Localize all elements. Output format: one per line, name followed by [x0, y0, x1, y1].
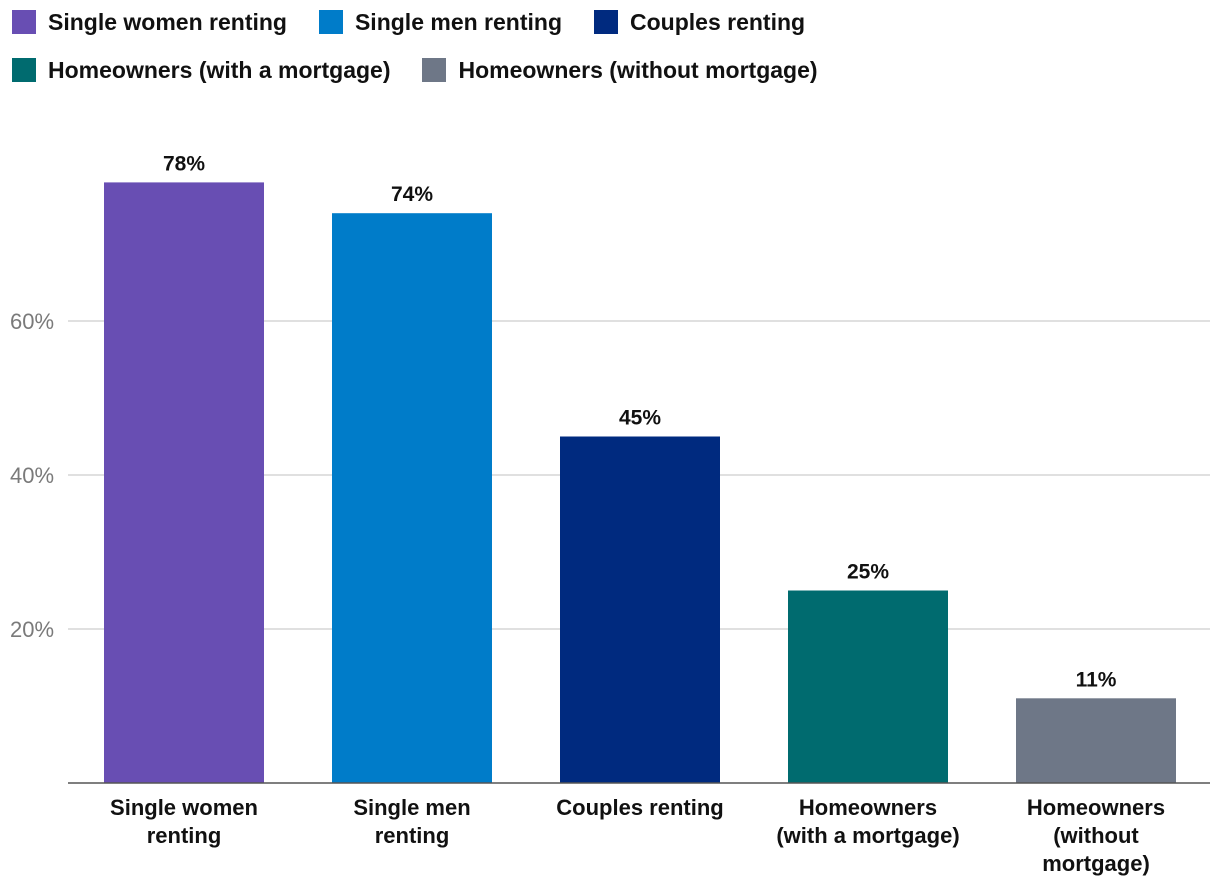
bar: [1016, 698, 1176, 783]
x-category-label: Couples renting: [556, 795, 723, 820]
bar-value-label: 11%: [1076, 668, 1117, 691]
legend-item-couples: Couples renting: [594, 9, 805, 36]
bar-value-label: 74%: [391, 183, 433, 206]
x-category-label: Homeowners: [1027, 795, 1165, 820]
bar: [332, 213, 492, 783]
bar-value-label: 45%: [619, 407, 661, 430]
legend-swatch-single-men: [318, 10, 343, 34]
legend-swatch-couples: [594, 10, 618, 34]
y-tick-label: 60%: [10, 309, 54, 334]
x-category-label: Homeowners: [799, 795, 937, 820]
y-tick-label: 40%: [10, 463, 54, 488]
legend-label: Single women renting: [48, 8, 287, 35]
bar: [788, 590, 948, 783]
legend-item-single-men: Single men renting: [318, 8, 562, 36]
bar-value-label: 78%: [163, 152, 205, 175]
bar: [560, 436, 720, 783]
y-tick-label: 20%: [10, 617, 54, 642]
x-category-label: Single women: [110, 795, 258, 820]
bar: [104, 182, 264, 783]
legend-row-2: Homeowners (with a mortgage) Homeowners …: [12, 54, 1202, 86]
legend: Single women renting Single men renting …: [12, 6, 1202, 102]
legend-item-single-women: Single women renting: [12, 9, 287, 36]
legend-label: Homeowners (with a mortgage): [48, 56, 391, 83]
x-category-label: renting: [375, 823, 450, 848]
x-category-label: mortgage): [1042, 851, 1150, 876]
x-category-label: (with a mortgage): [776, 823, 959, 848]
bar-value-label: 25%: [847, 561, 889, 584]
legend-swatch-homeowners-no-mortgage: [422, 58, 447, 82]
legend-item-homeowners-no-mortgage: Homeowners (without mortgage): [422, 56, 818, 84]
legend-label: Homeowners (without mortgage): [458, 56, 818, 83]
x-category-label: renting: [147, 823, 222, 848]
legend-label: Single men renting: [354, 8, 562, 35]
legend-item-homeowners-mortgage: Homeowners (with a mortgage): [12, 57, 390, 84]
x-category-label: Single men: [353, 795, 470, 820]
legend-swatch-homeowners-mortgage: [12, 58, 36, 82]
legend-swatch-single-women: [12, 10, 36, 34]
legend-label: Couples renting: [630, 8, 806, 35]
x-category-label: (without: [1053, 823, 1139, 848]
legend-row-1: Single women renting Single men renting …: [12, 6, 1202, 38]
